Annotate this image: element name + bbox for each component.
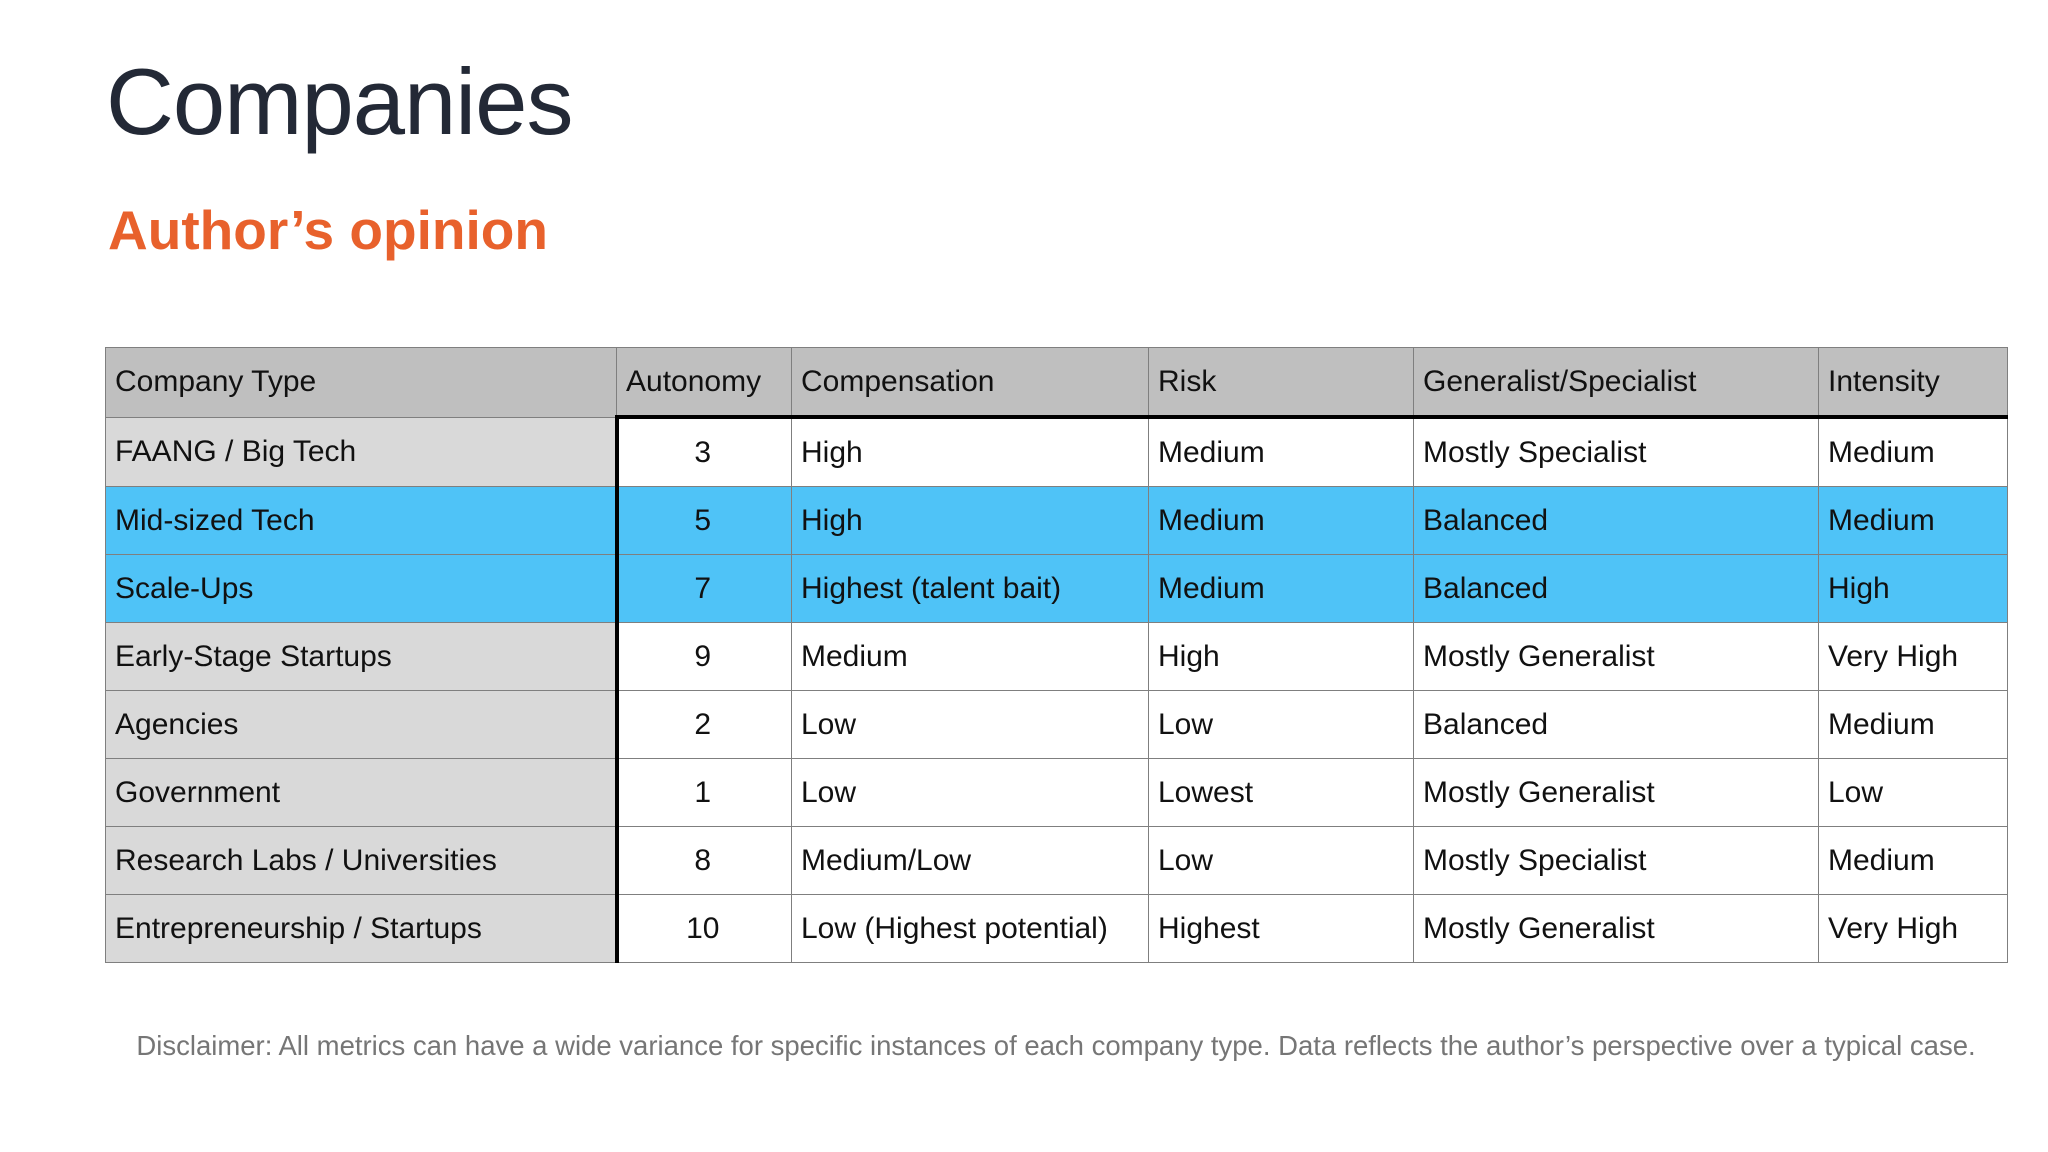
cell-risk: Low xyxy=(1148,826,1414,895)
table-row: Mid-sized Tech 5 High Medium Balanced Medium xyxy=(105,486,2008,555)
cell-generalist-specialist: Mostly Generalist xyxy=(1413,894,1819,963)
cell-company-type: Entrepreneurship / Startups xyxy=(105,894,617,963)
cell-generalist-specialist: Mostly Generalist xyxy=(1413,622,1819,691)
page-subtitle: Author’s opinion xyxy=(108,199,548,261)
cell-autonomy: 1 xyxy=(614,758,792,827)
cell-company-type: Agencies xyxy=(105,690,617,759)
table-row: Agencies 2 Low Low Balanced Medium xyxy=(105,690,2008,759)
cell-autonomy: 8 xyxy=(614,826,792,895)
cell-risk: Low xyxy=(1148,690,1414,759)
column-header-autonomy: Autonomy xyxy=(616,347,792,418)
cell-risk: Medium xyxy=(1148,554,1414,623)
column-header-intensity: Intensity xyxy=(1818,347,2008,418)
cell-compensation: Low xyxy=(791,758,1149,827)
cell-generalist-specialist: Mostly Specialist xyxy=(1413,826,1819,895)
cell-intensity: Very High xyxy=(1818,894,2008,963)
cell-intensity: Very High xyxy=(1818,622,2008,691)
cell-generalist-specialist: Mostly Specialist xyxy=(1413,415,1819,487)
disclaimer-text: Disclaimer: All metrics can have a wide … xyxy=(136,1030,1976,1061)
page-title: Companies xyxy=(106,49,573,154)
table-row: Government 1 Low Lowest Mostly Generalist Low xyxy=(105,758,2008,827)
cell-generalist-specialist: Balanced xyxy=(1413,690,1819,759)
column-header-company-type: Company Type xyxy=(105,347,617,418)
table-row: Early-Stage Startups 9 Medium High Mostly Ge… xyxy=(105,622,2008,691)
cell-autonomy: 9 xyxy=(614,622,792,691)
column-header-risk: Risk xyxy=(1148,347,1414,418)
cell-compensation: Medium/Low xyxy=(791,826,1149,895)
table-row: FAANG / Big Tech 3 High Medium Mostly Specia… xyxy=(105,415,2008,487)
cell-intensity: Medium xyxy=(1818,486,2008,555)
cell-autonomy: 3 xyxy=(614,415,792,487)
cell-risk: Medium xyxy=(1148,415,1414,487)
cell-autonomy: 7 xyxy=(614,554,792,623)
cell-intensity: Medium xyxy=(1818,690,2008,759)
cell-generalist-specialist: Mostly Generalist xyxy=(1413,758,1819,827)
cell-compensation: Low (Highest potential) xyxy=(791,894,1149,963)
cell-intensity: Medium xyxy=(1818,415,2008,487)
cell-compensation: High xyxy=(791,486,1149,555)
table-row: Research Labs / Universities 8 Medium/Low L… xyxy=(105,826,2008,895)
cell-autonomy: 5 xyxy=(614,486,792,555)
cell-risk: Lowest xyxy=(1148,758,1414,827)
cell-compensation: Highest (talent bait) xyxy=(791,554,1149,623)
cell-company-type: Research Labs / Universities xyxy=(105,826,617,895)
cell-autonomy: 10 xyxy=(614,894,792,963)
cell-generalist-specialist: Balanced xyxy=(1413,486,1819,555)
column-header-compensation: Compensation xyxy=(791,347,1149,418)
cell-compensation: High xyxy=(791,415,1149,487)
table-row: Scale-Ups 7 Highest (talent bait) Medium Bal… xyxy=(105,554,2008,623)
companies-table: Company Type Autonomy Compensation Risk … xyxy=(105,347,2008,963)
cell-risk: Medium xyxy=(1148,486,1414,555)
header-row: Company Type Autonomy Compensation Risk … xyxy=(105,347,2008,418)
cell-compensation: Medium xyxy=(791,622,1149,691)
table-row: Entrepreneurship / Startups 10 Low (Highes… xyxy=(105,894,2008,963)
cell-compensation: Low xyxy=(791,690,1149,759)
cell-intensity: Low xyxy=(1818,758,2008,827)
cell-company-type: Scale-Ups xyxy=(105,554,617,623)
cell-company-type: FAANG / Big Tech xyxy=(105,416,617,487)
cell-intensity: Medium xyxy=(1818,826,2008,895)
column-header-generalist-specialist: Generalist/Specialist xyxy=(1413,347,1819,418)
cell-risk: Highest xyxy=(1148,894,1414,963)
cell-intensity: High xyxy=(1818,554,2008,623)
cell-company-type: Mid-sized Tech xyxy=(105,486,617,555)
cell-company-type: Early-Stage Startups xyxy=(105,622,617,691)
cell-company-type: Government xyxy=(105,758,617,827)
cell-generalist-specialist: Balanced xyxy=(1413,554,1819,623)
cell-risk: High xyxy=(1148,622,1414,691)
cell-autonomy: 2 xyxy=(614,690,792,759)
